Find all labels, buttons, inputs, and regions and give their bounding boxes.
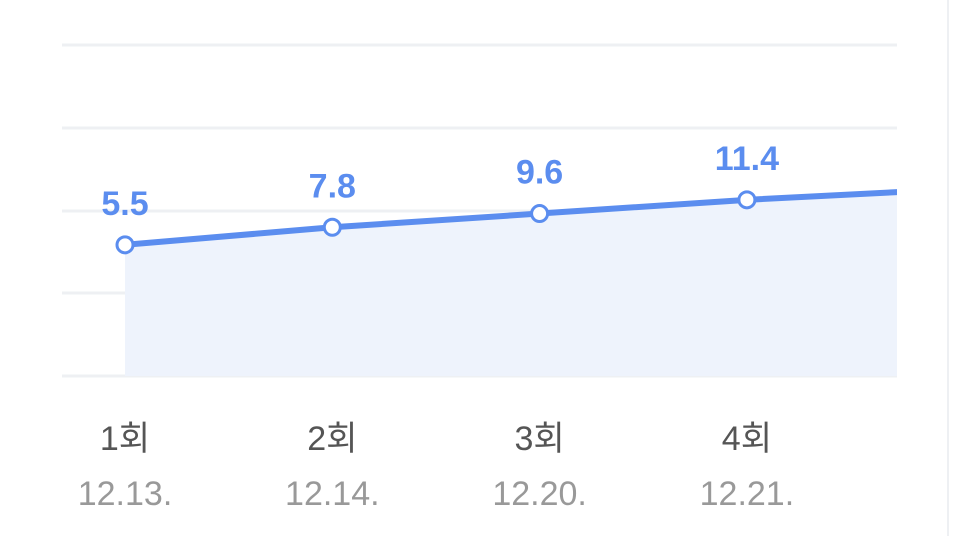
x-tick-date: 12.21. (700, 475, 795, 513)
x-tick-label: 4회 (722, 420, 772, 458)
plot (115, 189, 897, 376)
point (115, 235, 135, 255)
x-tick-label: 1회 (100, 420, 150, 458)
x-tick-date: 12.13. (78, 475, 173, 513)
value-label: 5.5 (101, 185, 148, 223)
point (530, 204, 550, 224)
value-label: 7.8 (309, 167, 356, 205)
labels: 5.5 7.8 9.6 11.4 1회 12.13. 2회 12.14. 3회 12.20. 4회 1… (78, 140, 794, 513)
point (322, 217, 342, 237)
point (737, 190, 757, 210)
value-label: 11.4 (715, 140, 779, 178)
x-tick-date: 12.14. (285, 475, 380, 513)
x-tick-label: 2회 (307, 420, 357, 458)
x-tick-label: 3회 (514, 420, 564, 458)
x-tick-date: 12.20. (492, 475, 587, 513)
value-label: 9.6 (516, 154, 563, 192)
area (125, 192, 897, 376)
